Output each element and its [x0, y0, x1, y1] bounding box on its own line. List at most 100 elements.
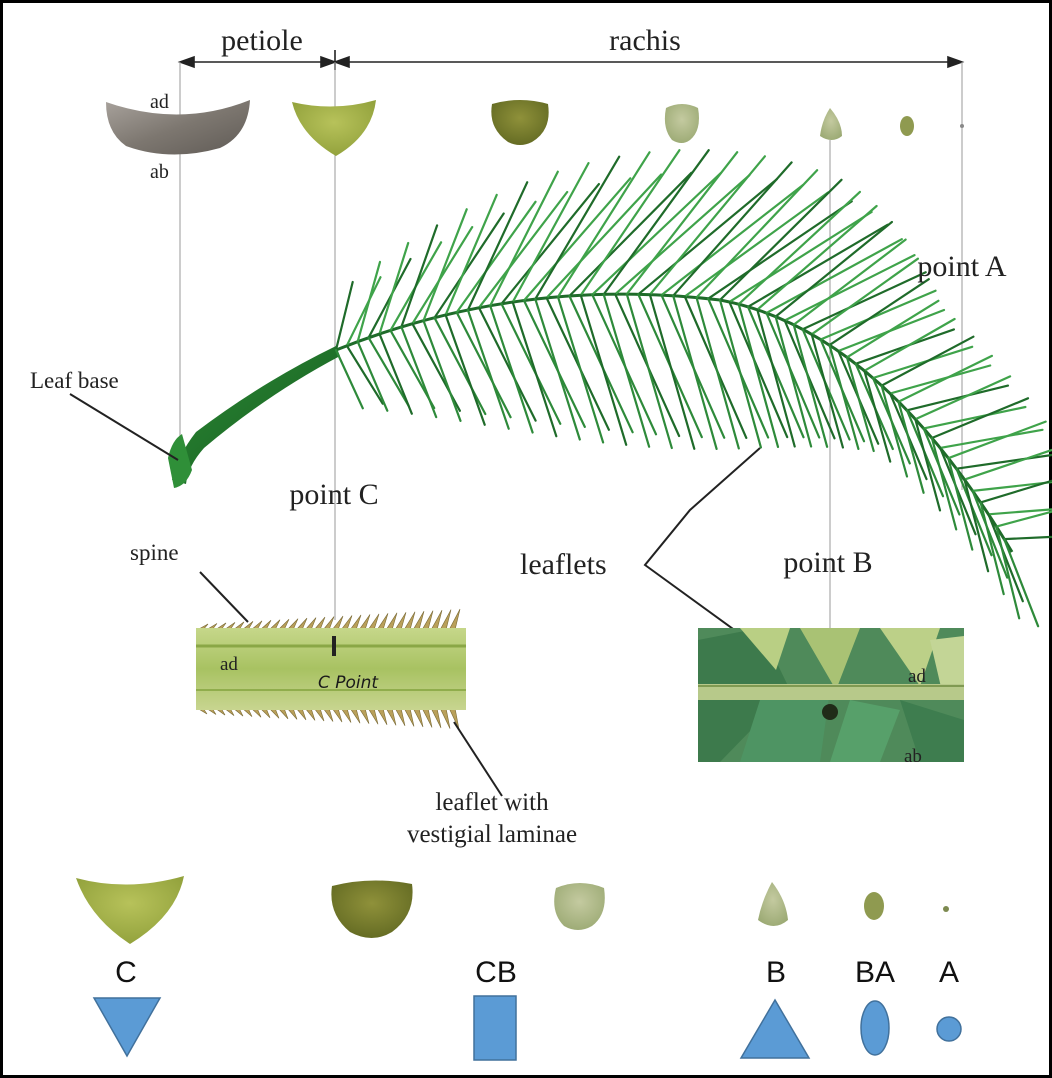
spines-bottom	[195, 707, 460, 730]
leaflet	[828, 278, 930, 347]
leaflet	[801, 271, 927, 331]
leaflet	[810, 257, 920, 336]
leaflet	[947, 420, 1047, 460]
leaflet	[955, 453, 1052, 470]
leaflet	[511, 162, 590, 304]
leaflet	[411, 226, 474, 325]
point-a-label: point A	[917, 250, 1007, 283]
leaflet	[897, 354, 994, 403]
circle-shape	[936, 1016, 962, 1042]
leaflet	[995, 525, 1021, 620]
bottom-section-mid	[554, 883, 605, 930]
bottom-section-ba	[864, 892, 884, 920]
inset-point-b: ad ab	[698, 628, 964, 767]
spine	[412, 707, 424, 728]
leaflet	[648, 155, 767, 296]
leaflet	[756, 308, 796, 448]
leaflet	[930, 436, 958, 531]
leaflet	[947, 457, 974, 551]
leaflet	[511, 301, 558, 438]
leaflet	[568, 171, 693, 298]
leaflet	[765, 311, 821, 439]
leaflet	[863, 317, 956, 372]
leaflet	[345, 344, 384, 405]
leaflet	[963, 478, 990, 573]
leaflet	[672, 294, 718, 450]
ellipse-shape	[860, 1000, 890, 1056]
vestigial-pointer	[453, 721, 503, 797]
shape-legend: C CB B BA A	[92, 956, 962, 1061]
leaflets-label: leaflets	[520, 548, 607, 581]
leaflet	[400, 325, 438, 419]
leaflet	[602, 293, 651, 448]
leaflet	[737, 303, 780, 448]
leaflet	[897, 400, 925, 494]
spine	[349, 707, 361, 724]
triangle-shape	[739, 998, 811, 1059]
leaflet	[591, 171, 722, 296]
leaflet	[914, 375, 1012, 421]
leaflet	[614, 174, 751, 296]
spine-label: spine	[130, 540, 179, 565]
leaflet	[914, 418, 942, 512]
leaflet	[746, 223, 889, 308]
leaflet	[871, 345, 974, 380]
leaflet	[534, 298, 581, 441]
leaflet	[444, 313, 486, 426]
section-leaf-base	[106, 100, 250, 155]
leaflet	[979, 501, 1005, 596]
leaflet	[378, 332, 413, 415]
leaflet	[880, 335, 975, 387]
leaflet	[707, 200, 853, 300]
spine	[358, 707, 370, 724]
leaflet	[367, 336, 410, 407]
leaflet	[500, 302, 562, 425]
leaflet	[637, 178, 778, 296]
leaflet	[987, 508, 1052, 516]
leaflet	[422, 208, 468, 322]
leaflet	[971, 489, 1009, 579]
leaflet	[792, 238, 907, 326]
leaflet	[466, 181, 529, 312]
leaflet	[987, 513, 1024, 603]
leaflet	[602, 149, 710, 296]
leaflet	[625, 151, 739, 296]
leaflet	[955, 467, 993, 557]
leaflet	[728, 210, 873, 303]
leaflet	[718, 178, 843, 302]
leaflet	[367, 257, 412, 339]
leaflet	[556, 151, 651, 298]
leaflet	[400, 224, 439, 328]
inset-c-ad-label: ad	[220, 654, 238, 675]
section-b	[820, 108, 842, 140]
leaflet	[845, 356, 875, 453]
leaflets-group	[334, 149, 1052, 628]
ab-label: ab	[150, 161, 169, 183]
leaflet	[433, 212, 505, 319]
palm-frond	[168, 149, 1052, 628]
leaflet	[792, 323, 829, 448]
spine	[439, 707, 451, 729]
spine	[421, 707, 433, 728]
vestigial-label-line2: vestigial laminae	[407, 821, 577, 848]
leaflet	[746, 305, 805, 439]
section-cb	[491, 100, 549, 145]
leaflet	[995, 510, 1052, 528]
leaflet	[579, 294, 628, 446]
top-cross-sections	[106, 100, 964, 156]
leaflet	[422, 319, 462, 422]
leaf-base-label: Leaf base	[30, 368, 119, 393]
bottom-section-b	[758, 882, 788, 926]
leaflet	[345, 276, 382, 347]
leaflet	[522, 299, 586, 428]
leaflet	[334, 280, 354, 352]
leaflet	[356, 260, 382, 343]
legend-code-b: B	[766, 956, 786, 989]
leaflet	[579, 149, 681, 297]
inset-c-marker: C Point	[318, 673, 379, 693]
leaflet	[930, 397, 1030, 440]
spine	[430, 707, 442, 729]
section-mid	[664, 104, 699, 143]
